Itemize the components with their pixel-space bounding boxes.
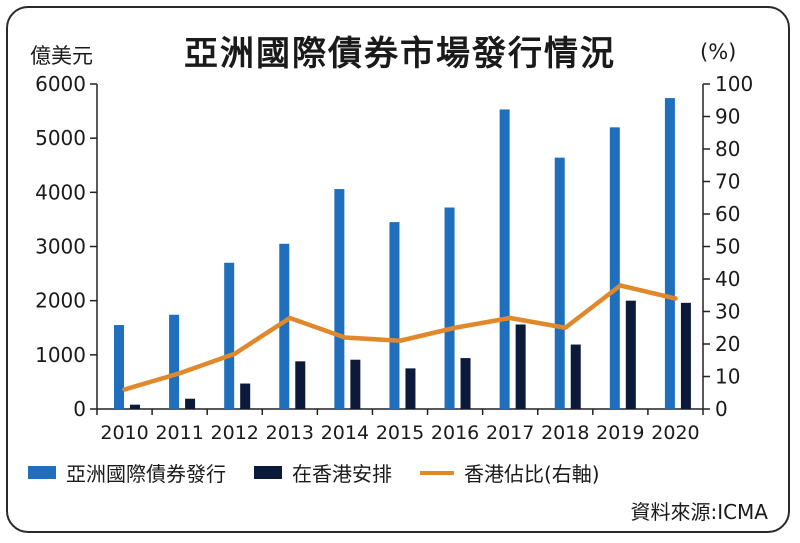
chart-legend: 亞洲國際債券發行 在香港安排 香港佔比(右軸) [28, 458, 628, 487]
x-axis-tick-label: 2020 [651, 422, 699, 444]
bar-asia-issuance [279, 243, 290, 409]
bar-asia-issuance [554, 157, 565, 409]
x-axis-tick-label: 2017 [486, 422, 534, 444]
legend-item-hk-share: 香港佔比(右軸) [420, 458, 600, 487]
bar-hk-arranged [130, 404, 140, 409]
line-hk-share [122, 283, 678, 392]
right-axis-tick-label: 0 [715, 397, 728, 421]
right-axis-tick-label: 60 [715, 202, 740, 226]
left-axis-unit: 億美元 [30, 44, 93, 68]
left-axis-tick-label: 0 [73, 397, 86, 421]
x-axis-tick-label: 2016 [431, 422, 479, 444]
right-axis-tick-label: 20 [715, 332, 740, 356]
x-axis-tick-label: 2015 [376, 422, 424, 444]
right-axis-tick-label: 100 [715, 72, 753, 96]
point-hk-share [673, 296, 678, 301]
bar-hk-arranged [350, 359, 361, 409]
bar-hk-arranged [240, 383, 251, 409]
bar-asia-issuance [114, 325, 124, 409]
right-axis-tick-label: 90 [715, 105, 740, 129]
point-hk-share [452, 325, 458, 330]
right-axis-tick-label: 40 [715, 267, 740, 291]
x-axis-tick-label: 2010 [100, 422, 148, 444]
point-hk-share [342, 335, 348, 340]
right-axis-tick-label: 80 [715, 137, 740, 161]
legend-swatch-asia-issuance [28, 466, 56, 479]
legend-item-asia-issuance: 亞洲國際債券發行 [28, 458, 226, 487]
bar-hk-arranged [570, 344, 581, 409]
bar-asia-issuance [664, 98, 675, 409]
legend-label-asia-issuance: 亞洲國際債券發行 [66, 462, 226, 486]
bar-asia-issuance [224, 262, 235, 409]
left-axis-tick-label: 5000 [35, 126, 86, 150]
legend-swatch-hk-share [420, 470, 454, 475]
bar-hk-arranged [460, 358, 471, 409]
legend-item-hk-arranged: 在香港安排 [254, 458, 392, 487]
bar-hk-arranged [680, 302, 691, 409]
bar-hk-arranged [295, 361, 306, 409]
point-hk-share [232, 351, 237, 356]
source-note: 資料來源:ICMA [630, 500, 768, 524]
x-axis-tick-label: 2013 [266, 422, 314, 444]
right-axis-tick-label: 30 [715, 300, 740, 324]
left-axis-tick-label: 2000 [35, 289, 86, 313]
point-hk-share [122, 387, 127, 392]
legend-swatch-hk-arranged [254, 466, 282, 479]
bar-asia-issuance [444, 207, 455, 409]
x-axis-tick-label: 2012 [211, 422, 259, 444]
right-axis-unit: (%) [700, 40, 737, 64]
x-axis-tick-label: 2011 [155, 422, 203, 444]
left-axis-tick-label: 4000 [35, 180, 86, 204]
bar-hk-arranged [625, 300, 636, 409]
point-hk-share [287, 315, 293, 321]
bar-asia-issuance [609, 127, 620, 409]
bar-hk-arranged [185, 398, 196, 409]
bar-asia-issuance [334, 189, 345, 409]
left-axis-tick-label: 1000 [35, 343, 86, 367]
bar-asia-issuance [389, 222, 400, 409]
x-axis-tick-label: 2018 [541, 422, 589, 444]
bar-hk-arranged [515, 324, 526, 409]
bar-asia-issuance [499, 109, 510, 409]
right-axis-tick-label: 10 [715, 365, 740, 389]
x-axis-tick-label: 2014 [321, 422, 369, 444]
bar-hk-arranged [405, 368, 416, 409]
right-axis-tick-label: 50 [715, 235, 740, 259]
legend-label-hk-arranged: 在香港安排 [292, 462, 392, 486]
point-hk-share [507, 315, 513, 321]
bar-asia-issuance [169, 314, 180, 409]
left-axis-tick-label: 3000 [35, 235, 86, 259]
chart-frame [6, 6, 790, 533]
legend-label-hk-share: 香港佔比(右軸) [464, 462, 600, 486]
point-hk-share [397, 338, 403, 343]
point-hk-share [177, 371, 182, 376]
point-hk-share [618, 283, 623, 288]
x-axis-tick-label: 2019 [596, 422, 644, 444]
right-axis-tick-label: 70 [715, 170, 740, 194]
point-hk-share [563, 325, 568, 330]
left-axis-tick-label: 6000 [35, 72, 86, 96]
chart-title: 亞洲國際債券市場發行情況 [184, 34, 616, 74]
